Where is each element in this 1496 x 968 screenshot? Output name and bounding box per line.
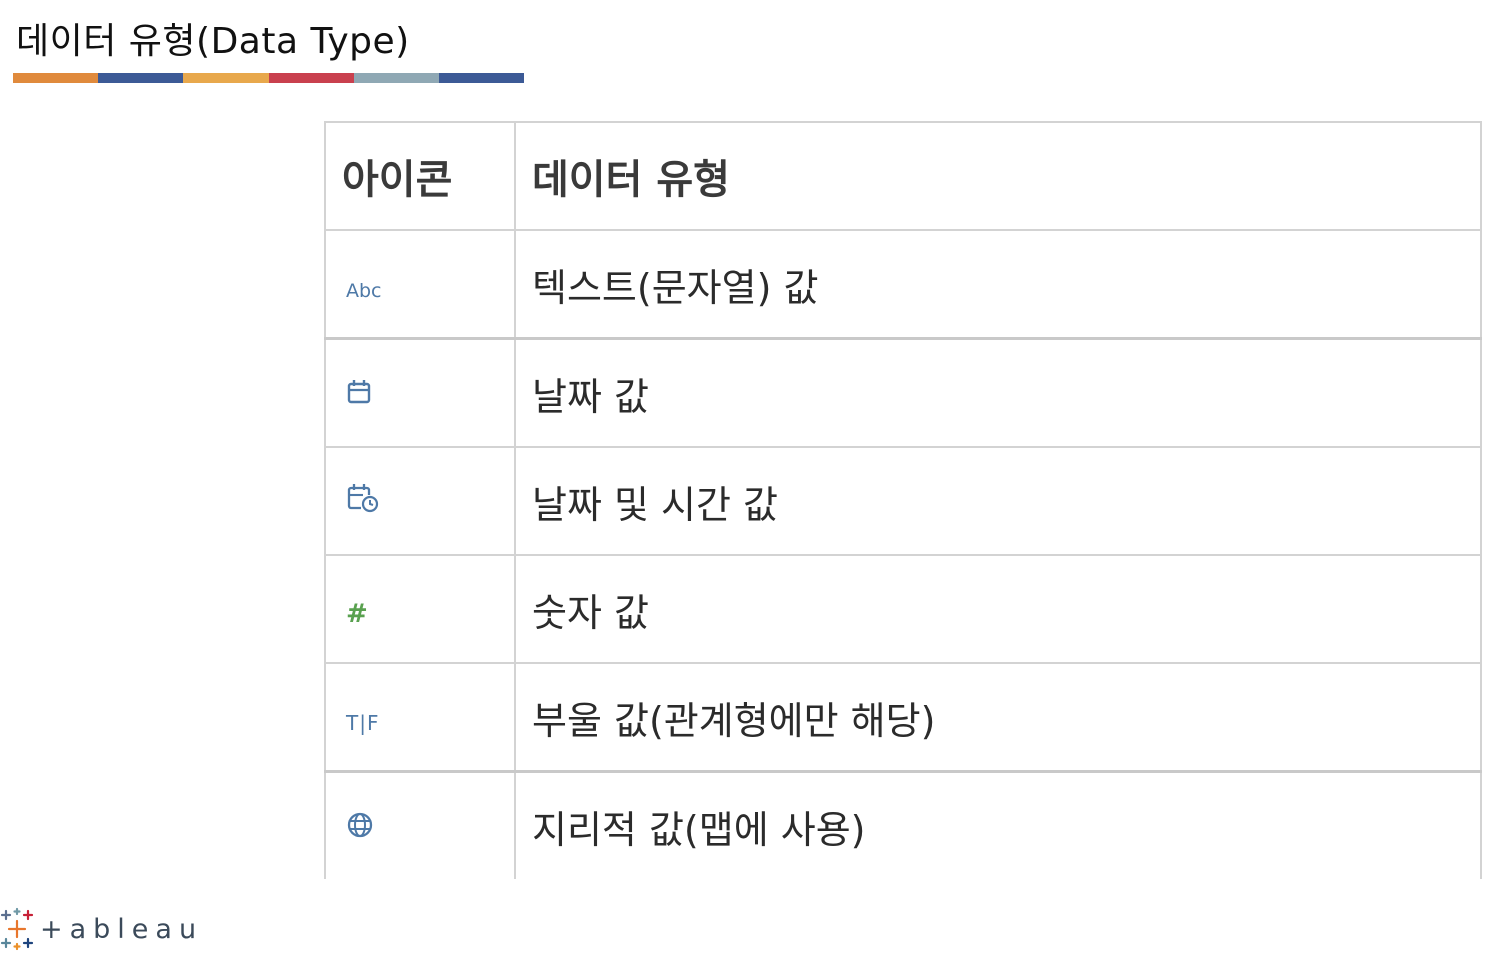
icon-cell <box>324 770 516 879</box>
header-icon: 아이콘 <box>324 121 516 231</box>
icon-cell <box>324 446 516 556</box>
table-row: Abc 텍스트(문자열) 값 <box>324 229 1482 340</box>
icon-cell: # <box>324 554 516 664</box>
title-bar-segment <box>268 73 354 83</box>
tableau-logo: +ableau <box>0 906 203 952</box>
table-row: # 숫자 값 <box>324 554 1482 664</box>
table-row: 날짜 값 <box>324 337 1482 448</box>
data-type-label: 지리적 값(맵에 사용) <box>514 770 1482 879</box>
header-data-type: 데이터 유형 <box>514 121 1482 231</box>
icon-cell <box>324 337 516 448</box>
calendar-clock-icon <box>346 482 380 514</box>
data-type-label: 텍스트(문자열) 값 <box>514 229 1482 340</box>
table-header-row: 아이콘 데이터 유형 <box>324 121 1482 231</box>
true-false-icon: T|F <box>346 711 380 735</box>
slide-title: 데이터 유형(Data Type) <box>16 21 410 62</box>
data-type-label: 부울 값(관계형에만 해당) <box>514 662 1482 773</box>
calendar-icon <box>346 378 372 406</box>
title-bar-segment <box>438 73 525 83</box>
data-type-label: 숫자 값 <box>514 554 1482 664</box>
title-bar-segment <box>353 73 439 83</box>
table-row: 날짜 및 시간 값 <box>324 446 1482 556</box>
tableau-wordmark: +ableau <box>40 913 204 945</box>
table-row: 지리적 값(맵에 사용) <box>324 770 1482 879</box>
icon-cell: Abc <box>324 229 516 340</box>
data-type-label: 날짜 값 <box>514 337 1482 448</box>
table-row: T|F 부울 값(관계형에만 해당) <box>324 662 1482 773</box>
title-bar-segment <box>98 73 184 83</box>
globe-icon <box>346 811 374 839</box>
data-type-label: 날짜 및 시간 값 <box>514 446 1482 556</box>
title-color-bar <box>13 73 525 83</box>
hash-icon: # <box>346 599 368 629</box>
abc-text-icon: Abc <box>346 280 382 302</box>
tableau-cross-mark-icon <box>0 907 34 951</box>
data-type-table: 아이콘 데이터 유형 Abc 텍스트(문자열) 값 <box>324 121 1482 879</box>
title-bar-segment <box>183 73 269 83</box>
icon-cell: T|F <box>324 662 516 773</box>
title-bar-segment <box>13 73 99 83</box>
